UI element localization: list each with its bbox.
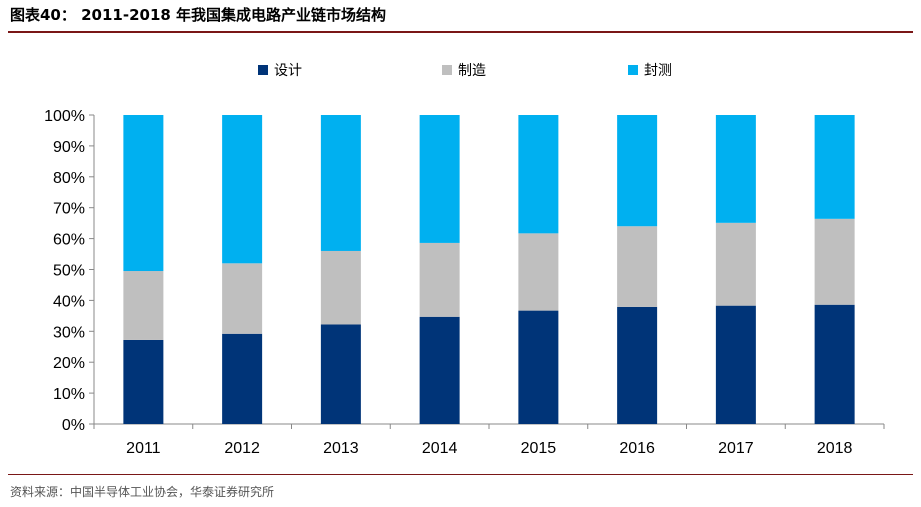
bar-packaging-2017 <box>715 115 756 223</box>
bar-manufacturing-2014 <box>419 242 460 317</box>
stacked-bar-chart: 0% 10% 20% 30% 40% 50% 60% 70% 80% 90% 100% 2011 201… <box>44 108 885 457</box>
bar-design-2013 <box>320 324 361 424</box>
legend-item-manufacturing: 制造 <box>442 60 486 80</box>
bar-manufacturing-2011 <box>123 271 164 340</box>
bar-manufacturing-2013 <box>320 250 361 325</box>
bar-design-2017 <box>715 305 756 424</box>
x-tick-label: 2011 <box>126 440 161 457</box>
bar-packaging-2012 <box>222 115 263 264</box>
x-tick-label: 2014 <box>422 440 458 457</box>
legend-item-design: 设计 <box>258 60 302 80</box>
chart-legend: 设计 制造 封测 <box>0 60 921 82</box>
bar-packaging-2013 <box>320 115 361 251</box>
legend-swatch-design <box>258 65 268 75</box>
bar-manufacturing-2016 <box>617 226 658 307</box>
y-tick-label: 0% <box>62 417 85 434</box>
bar-design-2014 <box>419 316 460 424</box>
bar-manufacturing-2012 <box>222 263 263 334</box>
bar-manufacturing-2017 <box>715 222 756 306</box>
legend-item-packaging: 封测 <box>628 60 672 80</box>
bar-design-2018 <box>814 304 855 424</box>
bar-packaging-2016 <box>617 115 658 227</box>
y-tick-label: 80% <box>53 170 85 187</box>
bar-manufacturing-2015 <box>518 233 559 311</box>
y-tick-label: 70% <box>53 201 85 218</box>
legend-swatch-manufacturing <box>442 65 452 75</box>
bar-packaging-2014 <box>419 115 460 243</box>
figure-title: 图表40： 2011-2018 年我国集成电路产业链市场结构 <box>10 6 387 24</box>
bar-design-2011 <box>123 339 164 424</box>
x-tick-label: 2012 <box>224 440 260 457</box>
legend-label-packaging: 封测 <box>644 63 672 79</box>
bar-packaging-2011 <box>123 115 164 272</box>
bar-design-2016 <box>617 306 658 424</box>
bar-packaging-2018 <box>814 115 855 219</box>
source-note: 资料来源：中国半导体工业协会，华泰证券研究所 <box>10 485 275 499</box>
y-tick-label: 40% <box>53 293 85 310</box>
legend-label-manufacturing: 制造 <box>458 63 486 79</box>
y-tick-label: 90% <box>53 139 85 156</box>
y-tick-label: 50% <box>53 263 85 280</box>
x-tick-label: 2017 <box>718 440 754 457</box>
legend-label-design: 设计 <box>274 63 302 79</box>
y-tick-label: 10% <box>53 386 85 403</box>
bar-design-2012 <box>222 333 263 424</box>
bar-packaging-2015 <box>518 115 559 234</box>
source-rule <box>8 474 913 475</box>
legend-swatch-packaging <box>628 65 638 75</box>
x-tick-label: 2018 <box>817 440 853 457</box>
x-tick-label: 2015 <box>521 440 557 457</box>
x-tick-label: 2016 <box>619 440 655 457</box>
bar-manufacturing-2018 <box>814 218 855 305</box>
y-tick-label: 60% <box>53 232 85 249</box>
bar-design-2015 <box>518 310 559 424</box>
x-tick-label: 2013 <box>323 440 359 457</box>
y-tick-label: 30% <box>53 324 85 341</box>
y-tick-label: 100% <box>44 108 85 125</box>
y-tick-label: 20% <box>53 355 85 372</box>
title-rule <box>8 31 913 33</box>
